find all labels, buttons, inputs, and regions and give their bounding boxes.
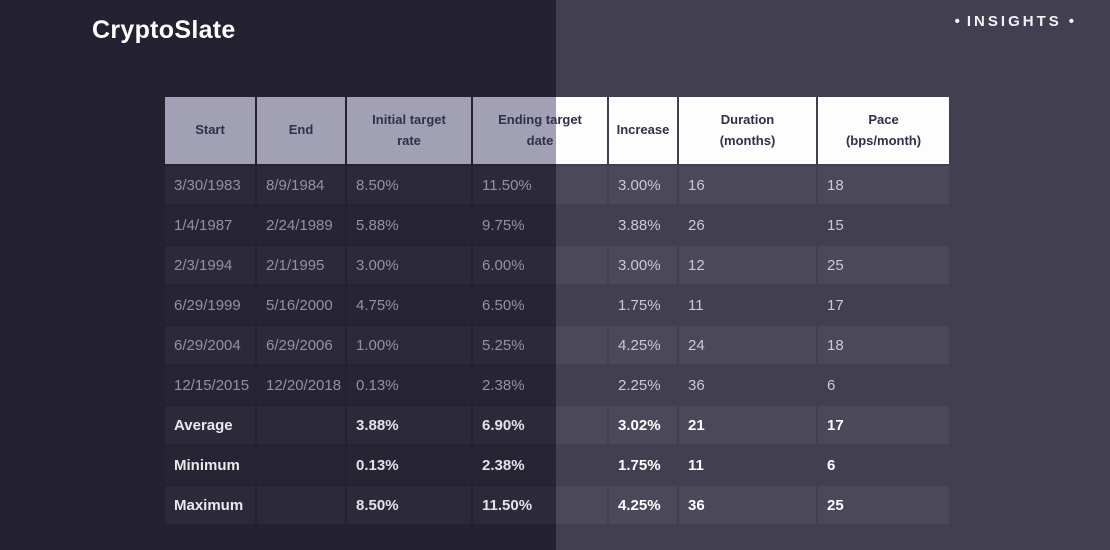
table-cell: 2.38% <box>473 366 607 404</box>
brand-name: CryptoSlate <box>92 15 236 44</box>
column-header-end: End <box>257 97 345 164</box>
table-cell: 3.00% <box>609 246 677 284</box>
table-cell: 2.25% <box>609 366 677 404</box>
table-cell: 18 <box>818 326 949 364</box>
table-header-row: Start End Initial target rate Ending tar… <box>165 97 949 164</box>
table-cell: 6.00% <box>473 246 607 284</box>
table-cell: 9.75% <box>473 206 607 244</box>
table-cell: 2/3/1994 <box>165 246 255 284</box>
table-cell: 3.88% <box>609 206 677 244</box>
table-cell: 6.90% <box>473 406 607 444</box>
table-cell: 1.75% <box>609 286 677 324</box>
table-cell: 3.00% <box>347 246 471 284</box>
table-row: 3/30/1983 8/9/1984 8.50% 11.50% 3.00% 16 18 <box>165 166 949 204</box>
table-row: 12/15/2015 12/20/2018 0.13% 2.38% 2.25% 36 6 <box>165 366 949 404</box>
table-cell: 36 <box>679 366 816 404</box>
table-body: 3/30/1983 8/9/1984 8.50% 11.50% 3.00% 16 18 1/4… <box>165 166 949 524</box>
table-cell: 21 <box>679 406 816 444</box>
column-header-pace-bps-month: Pace (bps/month) <box>818 97 949 164</box>
table-cell: Minimum <box>165 446 255 484</box>
table-cell: 36 <box>679 486 816 524</box>
table-cell: 0.13% <box>347 366 471 404</box>
table-cell: 5.25% <box>473 326 607 364</box>
table-cell: 8.50% <box>347 486 471 524</box>
table-cell: 6 <box>818 366 949 404</box>
table-cell: Maximum <box>165 486 255 524</box>
table-cell: Average <box>165 406 255 444</box>
rate-hike-cycles-table: Start End Initial target rate Ending tar… <box>165 97 949 526</box>
table-cell: 12/15/2015 <box>165 366 255 404</box>
table-cell: 11.50% <box>473 166 607 204</box>
column-header-start: Start <box>165 97 255 164</box>
table-cell: 17 <box>818 406 949 444</box>
column-header-ending-target-date: Ending target date <box>473 97 607 164</box>
table-cell: 6/29/2006 <box>257 326 345 364</box>
table-cell: 5.88% <box>347 206 471 244</box>
table-cell: 0.13% <box>347 446 471 484</box>
table-row: 6/29/1999 5/16/2000 4.75% 6.50% 1.75% 11 17 <box>165 286 949 324</box>
table-cell <box>257 486 345 524</box>
table-cell: 4.25% <box>609 486 677 524</box>
table-cell <box>257 406 345 444</box>
table-cell: 3.00% <box>609 166 677 204</box>
table-cell: 12 <box>679 246 816 284</box>
table-cell: 8/9/1984 <box>257 166 345 204</box>
column-header-increase: Increase <box>609 97 677 164</box>
bullet-icon: • <box>954 13 960 30</box>
table-row: 1/4/1987 2/24/1989 5.88% 9.75% 3.88% 26 15 <box>165 206 949 244</box>
bullet-icon: • <box>1068 13 1074 30</box>
table-cell: 6.50% <box>473 286 607 324</box>
cryptoslate-logo-icon <box>35 10 75 50</box>
column-header-duration-months: Duration (months) <box>679 97 816 164</box>
insights-badge: • INSIGHTS • <box>955 13 1074 30</box>
column-header-initial-target-rate: Initial target rate <box>347 97 471 164</box>
table-cell: 6/29/2004 <box>165 326 255 364</box>
table-cell: 6/29/1999 <box>165 286 255 324</box>
table-cell: 3.88% <box>347 406 471 444</box>
table-cell: 18 <box>818 166 949 204</box>
table-cell: 2.38% <box>473 446 607 484</box>
table-cell: 17 <box>818 286 949 324</box>
table-cell <box>257 446 345 484</box>
summary-row: Maximum 8.50% 11.50% 4.25% 36 25 <box>165 486 949 524</box>
summary-row: Minimum 0.13% 2.38% 1.75% 11 6 <box>165 446 949 484</box>
table-cell: 26 <box>679 206 816 244</box>
table-cell: 12/20/2018 <box>257 366 345 404</box>
table-cell: 11.50% <box>473 486 607 524</box>
table-cell: 2/1/1995 <box>257 246 345 284</box>
table-cell: 24 <box>679 326 816 364</box>
insights-label: INSIGHTS <box>966 13 1062 30</box>
brand: CryptoSlate <box>35 10 236 50</box>
table-cell: 1/4/1987 <box>165 206 255 244</box>
table-cell: 3.02% <box>609 406 677 444</box>
summary-row: Average 3.88% 6.90% 3.02% 21 17 <box>165 406 949 444</box>
table-cell: 8.50% <box>347 166 471 204</box>
table-row: 2/3/1994 2/1/1995 3.00% 6.00% 3.00% 12 25 <box>165 246 949 284</box>
table-cell: 3/30/1983 <box>165 166 255 204</box>
table-cell: 6 <box>818 446 949 484</box>
table-cell: 4.75% <box>347 286 471 324</box>
table-cell: 16 <box>679 166 816 204</box>
table-cell: 1.00% <box>347 326 471 364</box>
table-cell: 4.25% <box>609 326 677 364</box>
table-row: 6/29/2004 6/29/2006 1.00% 5.25% 4.25% 24 18 <box>165 326 949 364</box>
table-cell: 1.75% <box>609 446 677 484</box>
table-cell: 25 <box>818 486 949 524</box>
table-cell: 11 <box>679 446 816 484</box>
table-cell: 2/24/1989 <box>257 206 345 244</box>
table-cell: 11 <box>679 286 816 324</box>
table-cell: 15 <box>818 206 949 244</box>
table-cell: 25 <box>818 246 949 284</box>
table-cell: 5/16/2000 <box>257 286 345 324</box>
